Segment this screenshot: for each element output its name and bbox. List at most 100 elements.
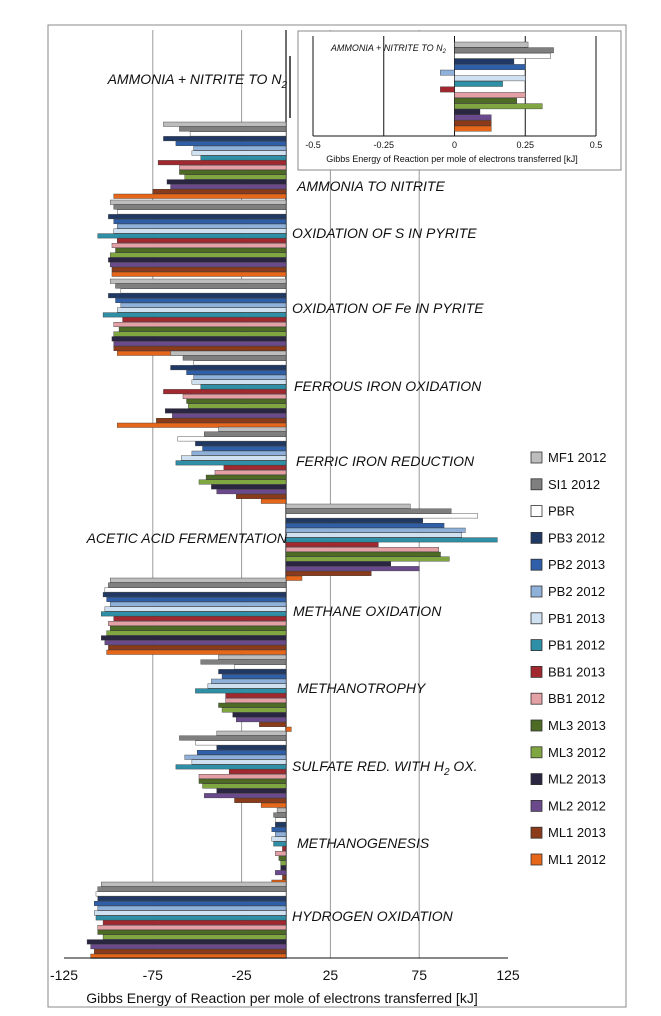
legend-label: PB3 2012 — [548, 530, 605, 545]
bar — [108, 293, 287, 299]
legend-swatch — [530, 773, 543, 785]
inset-bar — [454, 41, 529, 48]
bar — [198, 479, 287, 485]
legend-swatch — [530, 451, 543, 464]
bar — [175, 764, 287, 770]
bar — [102, 920, 287, 926]
bar — [101, 881, 287, 887]
bar — [271, 836, 287, 842]
legend-swatch — [530, 692, 543, 705]
legend-label: PB1 2012 — [548, 638, 605, 653]
bar — [109, 252, 287, 258]
inset-bar — [454, 53, 551, 59]
bar — [108, 645, 287, 650]
bar — [113, 346, 287, 351]
bar — [115, 283, 287, 289]
bar — [106, 630, 287, 636]
bar — [278, 855, 287, 861]
bar — [97, 925, 287, 930]
legend-label: ML2 2013 — [548, 772, 606, 787]
bar — [202, 446, 287, 451]
bar — [157, 160, 287, 166]
bar — [117, 307, 287, 313]
bar — [285, 537, 498, 543]
bar — [118, 326, 287, 332]
bar — [108, 257, 287, 263]
inset-bar — [454, 80, 503, 87]
bar — [93, 910, 287, 916]
legend-swatch — [530, 505, 543, 518]
bar — [216, 788, 287, 794]
inset-bar — [454, 64, 526, 70]
x-tick-label: -25 — [231, 967, 251, 983]
bar — [163, 389, 287, 395]
bar — [113, 322, 287, 327]
bar — [275, 831, 287, 837]
bar — [115, 298, 287, 303]
reaction-label: OXIDATION OF Fe IN PYRITE — [292, 300, 484, 316]
bar — [202, 783, 287, 789]
legend-label: ML1 2013 — [548, 825, 606, 840]
bar — [179, 735, 287, 741]
bar — [101, 635, 287, 641]
bar — [236, 717, 287, 723]
bar — [109, 625, 287, 631]
bar — [170, 184, 287, 190]
bar — [189, 131, 287, 137]
reaction-label: METHANOTROPHY — [297, 680, 427, 696]
bar — [211, 484, 287, 490]
bar — [221, 674, 287, 679]
bar — [275, 822, 287, 828]
bar — [182, 394, 287, 399]
bar — [285, 556, 450, 562]
bar — [216, 489, 287, 495]
reaction-label: AMMONIA + NITRITE TO N2 — [107, 71, 288, 91]
x-tick-label: -75 — [143, 967, 163, 983]
bar — [273, 841, 287, 847]
bar — [193, 374, 287, 380]
bar — [285, 551, 441, 557]
legend-label: BB1 2012 — [548, 691, 605, 706]
inset-bar — [454, 97, 517, 104]
inset-x-tick-label: 0.25 — [516, 140, 534, 150]
bar — [113, 228, 287, 234]
inset-x-tick-label: 0 — [452, 140, 457, 150]
bar — [102, 312, 287, 318]
legend-swatch — [530, 826, 543, 839]
bar — [90, 944, 287, 950]
bar — [108, 621, 287, 626]
bar — [120, 288, 287, 294]
inset-bar — [454, 103, 543, 110]
bar — [200, 659, 287, 665]
bar — [205, 474, 287, 480]
bar — [97, 905, 287, 911]
bar — [285, 503, 411, 509]
x-tick-label: 75 — [411, 967, 427, 983]
reaction-label: METHANOGENESIS — [297, 835, 430, 851]
bar — [97, 233, 287, 239]
bar — [218, 669, 287, 675]
bar — [117, 209, 287, 215]
bar — [223, 465, 287, 471]
bar — [285, 542, 379, 548]
bar — [204, 793, 287, 799]
bar — [188, 403, 287, 409]
bar — [106, 597, 287, 602]
bar — [285, 566, 420, 572]
bar — [218, 426, 287, 432]
bar — [109, 577, 287, 583]
legend-label: ML1 2012 — [548, 852, 606, 867]
bar — [181, 455, 287, 461]
bar — [285, 508, 452, 514]
x-axis-label: Gibbs Energy of Reaction per mole of ele… — [86, 990, 477, 1006]
bar — [95, 915, 287, 921]
bar — [111, 271, 287, 277]
reaction-label: ACETIC ACID FERMENTATION — [86, 530, 288, 546]
inset-bar — [454, 75, 526, 82]
bar — [175, 140, 287, 146]
legend-label: PB2 2012 — [548, 584, 605, 599]
bar — [104, 587, 287, 593]
bar — [285, 523, 445, 528]
reaction-label: FERRIC IRON REDUCTION — [296, 453, 475, 469]
